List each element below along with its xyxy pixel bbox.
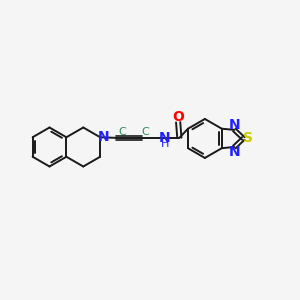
Text: O: O [172, 110, 184, 124]
Text: N: N [159, 131, 171, 146]
Text: N: N [98, 130, 110, 144]
Text: C: C [118, 128, 126, 137]
Text: N: N [229, 145, 240, 159]
Text: S: S [243, 131, 254, 146]
Text: N: N [229, 118, 240, 132]
Text: C: C [142, 128, 149, 137]
Text: H: H [161, 139, 170, 149]
